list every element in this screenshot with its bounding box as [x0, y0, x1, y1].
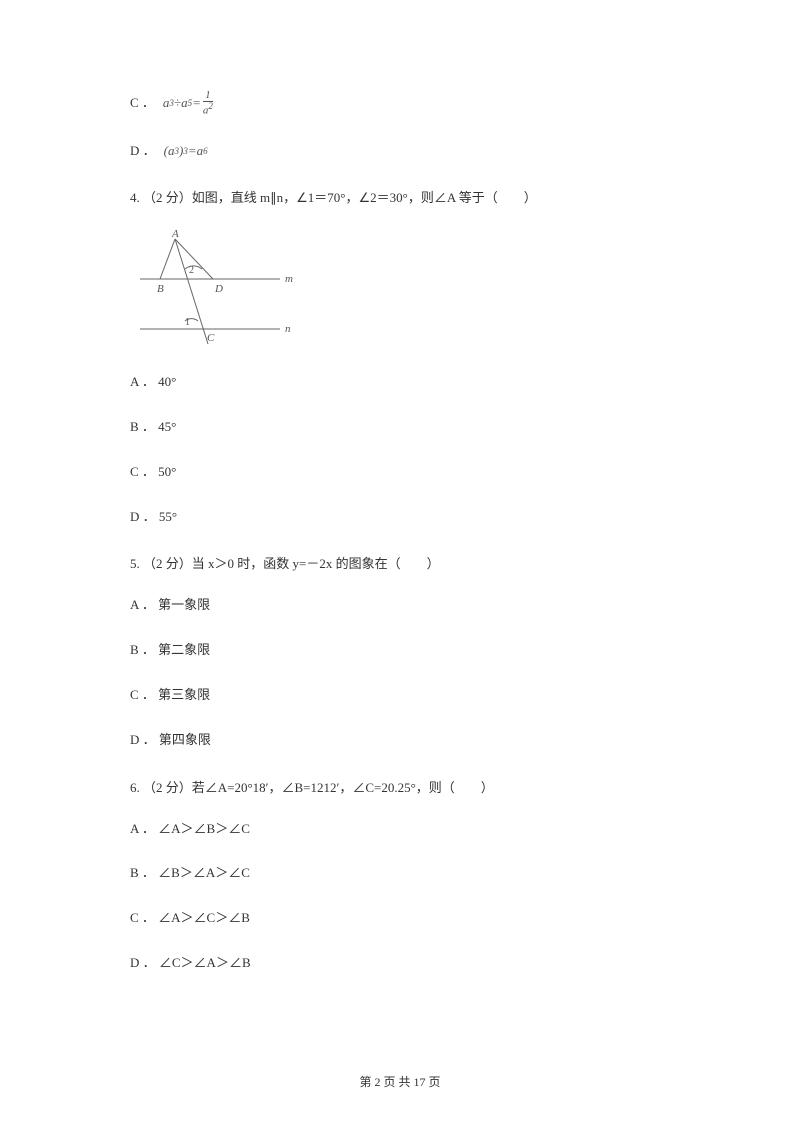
q3-option-c: C ． a3 ÷ a5 = 1 a2 — [130, 90, 670, 117]
label-b: B — [157, 283, 164, 295]
q4-option-b: B ． 45° — [130, 417, 670, 438]
label-a: A — [171, 229, 179, 240]
label-c: C — [207, 332, 215, 344]
option-label: D ． — [130, 141, 156, 162]
question-4: 4. （2 分）如图，直线 m∥n，∠1＝70°，∠2＝30°，则∠A 等于（ … — [130, 185, 670, 211]
label-m: m — [285, 273, 293, 285]
formula-c: a3 ÷ a5 = 1 a2 — [163, 90, 215, 117]
question-5: 5. （2 分）当 x＞0 时，函数 y=－2x 的图象在（ ） — [130, 551, 670, 577]
q5-option-c: C ． 第三象限 — [130, 685, 670, 706]
label-d: D — [214, 283, 223, 295]
q3-option-d: D ． (a3)3 = a6 — [130, 141, 670, 162]
q4-option-c: C ． 50° — [130, 462, 670, 483]
q4-option-d: D ． 55° — [130, 507, 670, 528]
option-label: C ． — [130, 93, 155, 114]
q5-option-a: A ． 第一象限 — [130, 595, 670, 616]
q6-option-a: A ． ∠A＞∠B＞∠C — [130, 819, 670, 840]
q5-option-d: D ． 第四象限 — [130, 730, 670, 751]
q5-option-b: B ． 第二象限 — [130, 640, 670, 661]
q6-option-b: B ． ∠B＞∠A＞∠C — [130, 863, 670, 884]
geometry-diagram: A B D C m n 2 1 — [130, 229, 670, 356]
q6-option-d: D ． ∠C＞∠A＞∠B — [130, 953, 670, 974]
formula-d: (a3)3 = a6 — [164, 141, 208, 162]
question-6: 6. （2 分）若∠A=20°18′，∠B=1212′，∠C=20.25°，则（… — [130, 775, 670, 801]
fraction: 1 a2 — [201, 90, 215, 117]
q4-option-a: A ． 40° — [130, 372, 670, 393]
label-n: n — [285, 323, 291, 335]
label-angle-2: 2 — [189, 265, 194, 276]
page-footer: 第 2 页 共 17 页 — [0, 1073, 800, 1092]
diagram-svg: A B D C m n 2 1 — [130, 229, 300, 349]
q6-option-c: C ． ∠A＞∠C＞∠B — [130, 908, 670, 929]
label-angle-1: 1 — [185, 317, 190, 328]
